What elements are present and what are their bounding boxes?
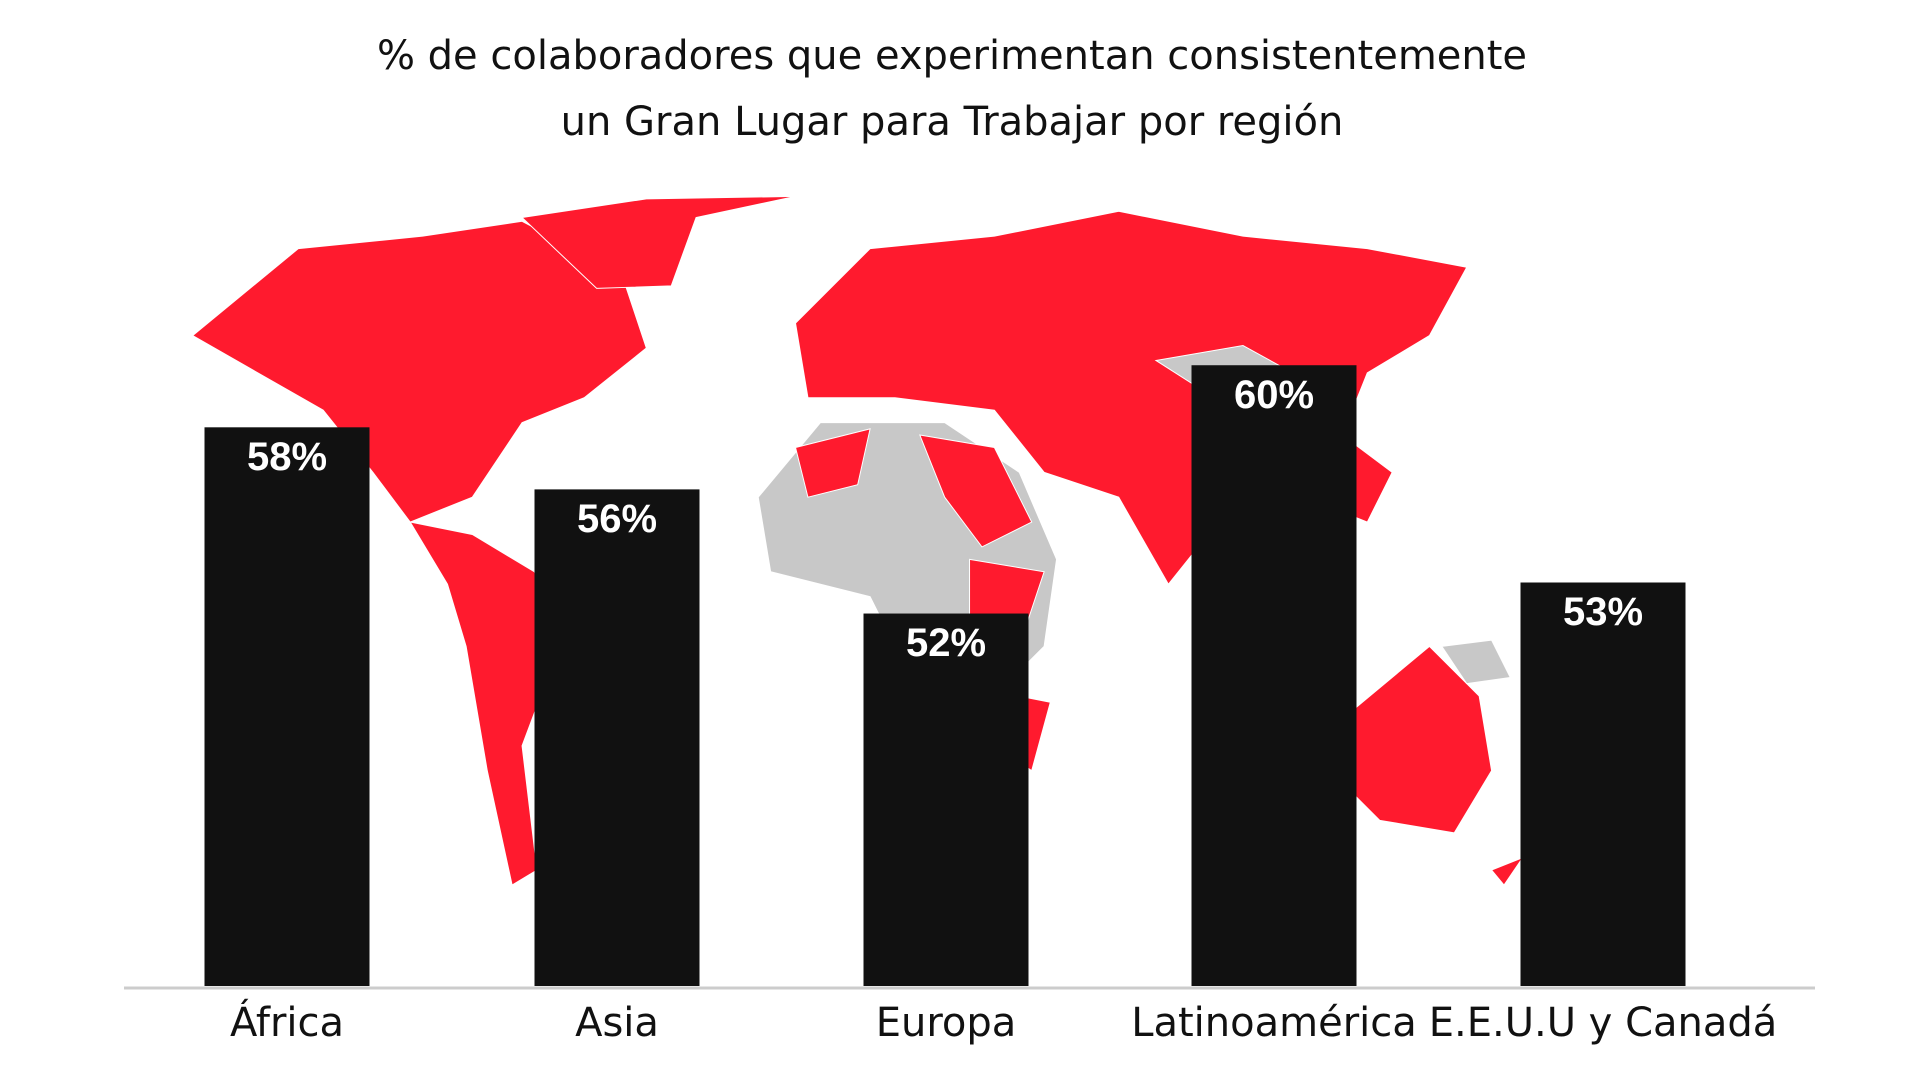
chart-title: un Gran Lugar para Trabajar por región [561,99,1344,145]
value-label: 58% [247,435,327,479]
bar [1191,365,1357,986]
world-map [191,195,1525,886]
bar [1520,582,1686,986]
bar [204,427,370,986]
x-tick-label: Latinoamérica [1131,1000,1417,1046]
x-tick-label: Europa [876,1000,1017,1046]
bar [534,489,700,986]
chart-title: % de colaboradores que experimentan cons… [377,33,1527,79]
value-label: 60% [1234,373,1314,417]
x-tick-label: Asia [575,1000,659,1046]
x-tick-label: E.E.U.U y Canadá [1429,1000,1778,1046]
value-label: 52% [906,621,986,665]
x-tick-label: África [230,998,344,1046]
bar [863,613,1029,986]
value-label: 56% [577,497,657,541]
value-label: 53% [1563,590,1643,634]
